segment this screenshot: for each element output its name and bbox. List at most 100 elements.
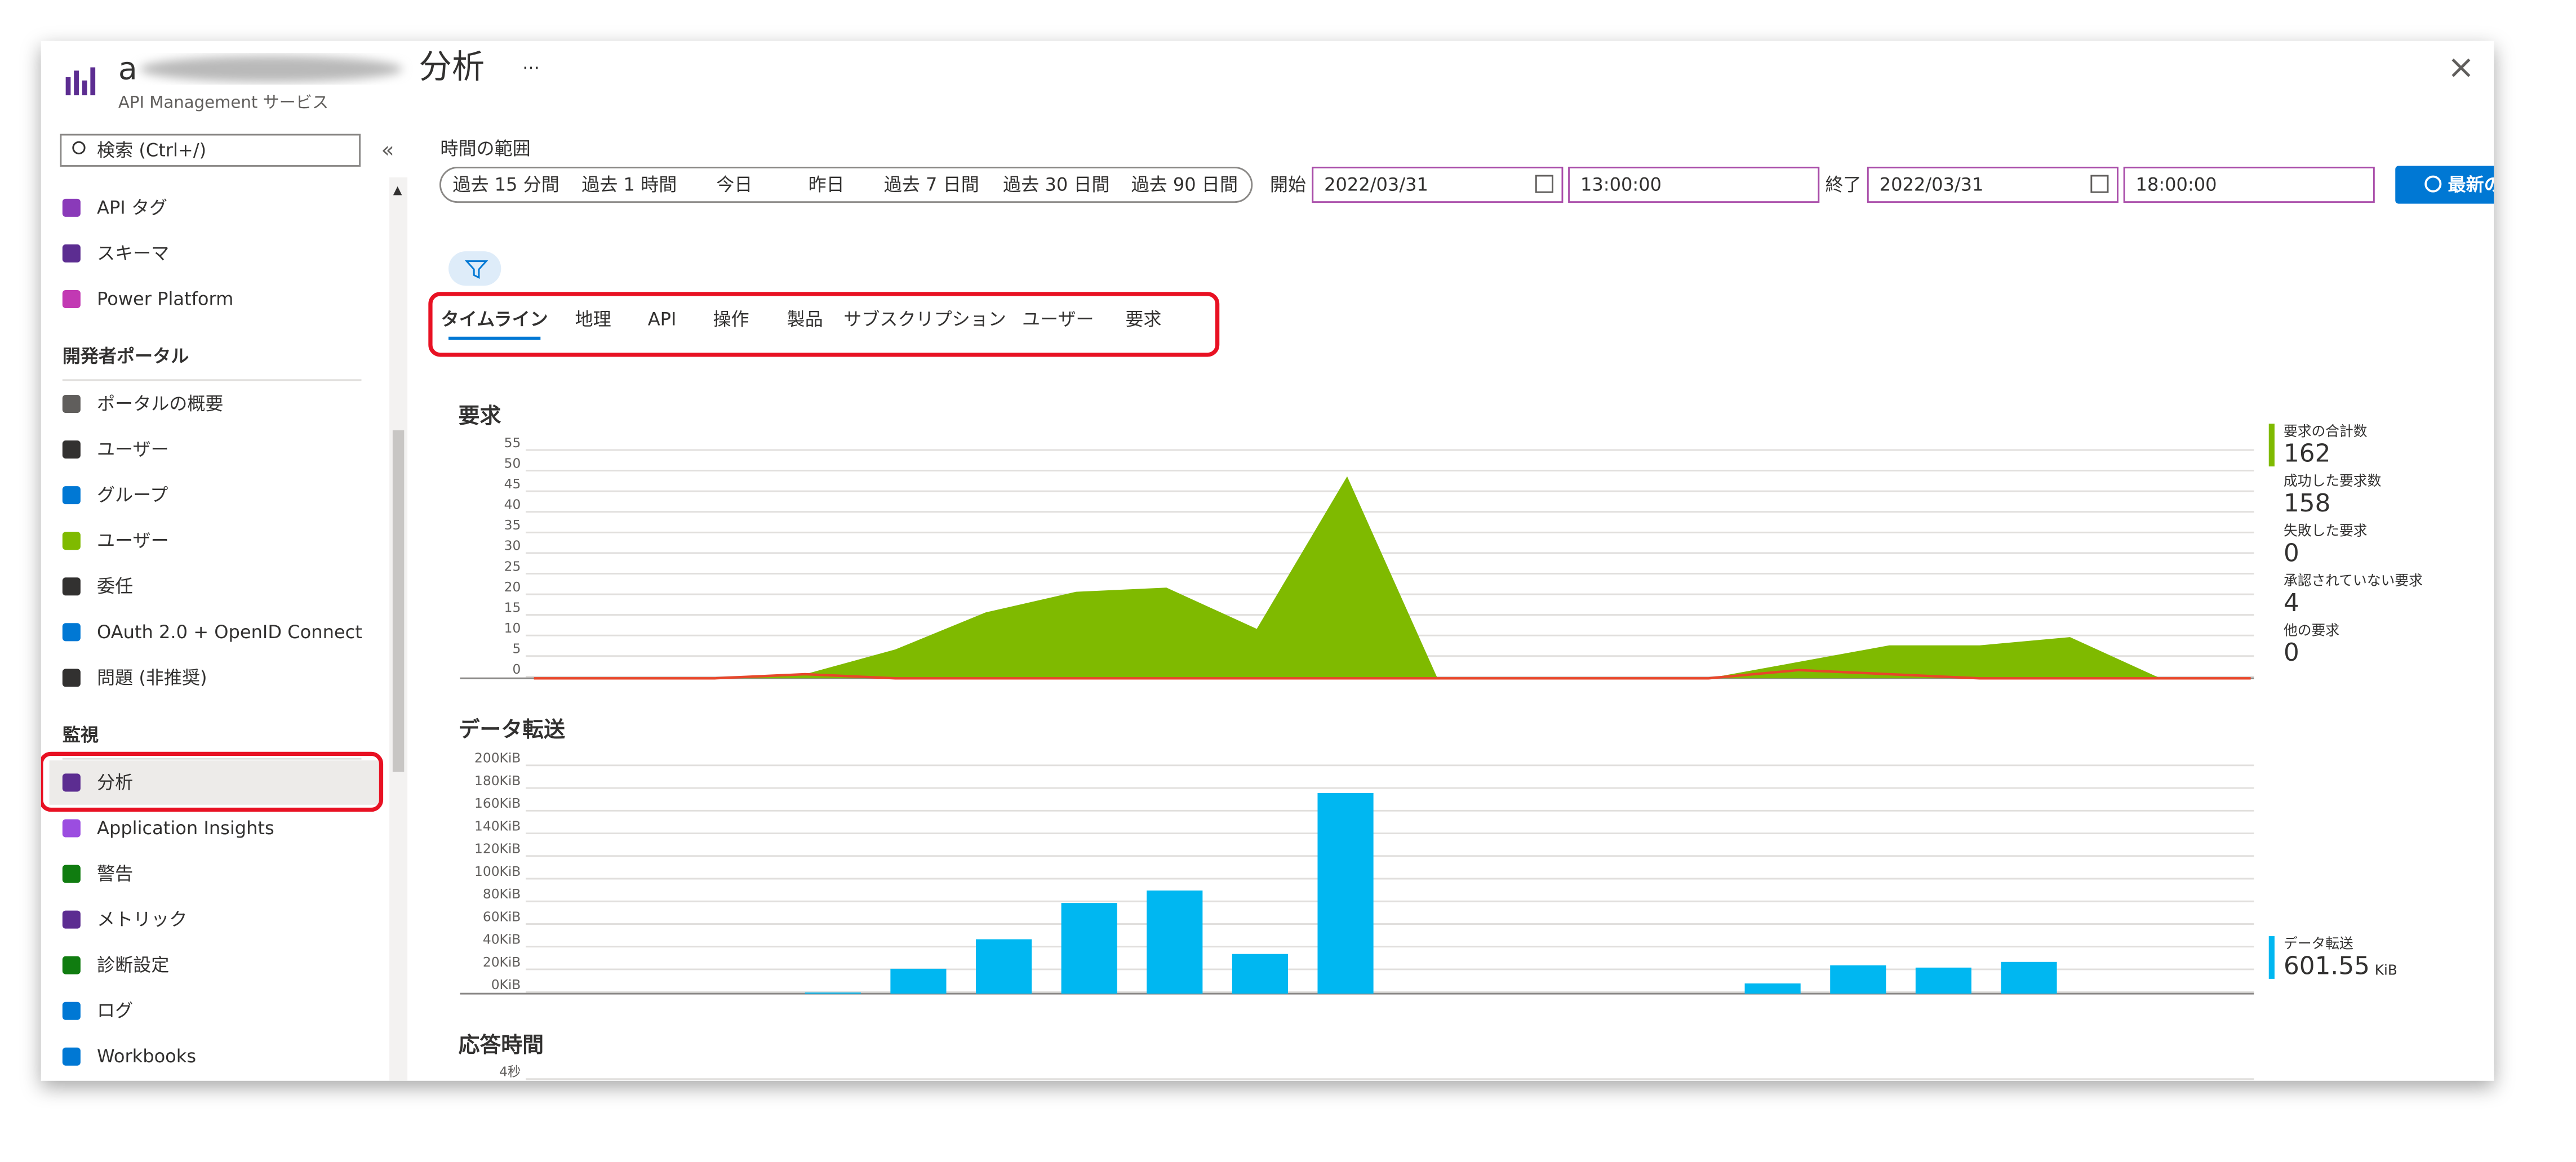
highlight-box: [428, 292, 1220, 357]
presets: 過去 15 分間 過去 1 時間 今日 昨日 過去 7 日間 過去 30 日間 過去 90 …: [452, 173, 1238, 195]
start-date-box[interactable]: [1312, 166, 1564, 203]
tabs: タイムライン 地理 API 操作 製品 サブスクリプション ユーザー 要求: [441, 309, 1161, 340]
calendar-icon: [1535, 175, 1553, 193]
scroll-thumb[interactable]: [392, 430, 405, 772]
preset-button[interactable]: 昨日: [809, 173, 845, 195]
tab[interactable]: API: [648, 309, 677, 330]
nav-item[interactable]: Application Insights: [97, 817, 274, 839]
stat-label: 他の要求: [2284, 622, 2339, 638]
y-tick-label: 100KiB: [474, 864, 521, 879]
end-date-box[interactable]: [1867, 166, 2118, 203]
stat-value: 158: [2284, 489, 2330, 518]
tab[interactable]: 操作: [713, 309, 749, 330]
end-label: 終了: [1825, 173, 1861, 195]
time-range-label: 時間の範囲: [440, 137, 530, 159]
bar: [1147, 891, 1203, 994]
item-icon: [62, 865, 81, 883]
y-tick-label: 5: [512, 642, 521, 657]
area: [534, 476, 2251, 679]
chart-title: 応答時間: [459, 1032, 544, 1057]
filter-icon: [464, 260, 488, 279]
nav-item[interactable]: Workbooks: [97, 1045, 196, 1067]
y-tick-label: 20KiB: [483, 955, 521, 970]
item-icon: [62, 198, 81, 217]
y-tick-label: 25: [504, 559, 521, 574]
y-tick-label: 55: [504, 435, 521, 451]
preset-button[interactable]: 過去 1 時間: [581, 173, 677, 195]
refresh-button[interactable]: [2395, 166, 2510, 204]
tab[interactable]: 製品: [787, 309, 823, 330]
nav-item[interactable]: OAuth 2.0 + OpenID Connect: [97, 621, 362, 643]
nav-item[interactable]: ログ: [97, 1000, 133, 1021]
y-tick-label: 160KiB: [474, 796, 521, 811]
nav-item[interactable]: API タグ: [97, 197, 167, 218]
tab[interactable]: 地理: [575, 309, 611, 330]
calendar-icon: [2090, 175, 2109, 193]
selected-bg: [49, 760, 380, 805]
end-time-box[interactable]: [2123, 166, 2375, 203]
add-filter-button[interactable]: [448, 251, 501, 286]
stat-value: 0: [2284, 538, 2299, 567]
collapse-button[interactable]: «: [381, 137, 394, 162]
nav-item[interactable]: メトリック: [97, 909, 187, 930]
item-icon: [62, 910, 81, 929]
preset-group: [439, 166, 1253, 203]
y-tick-label: 60KiB: [483, 909, 521, 924]
more-button[interactable]: ···: [522, 57, 540, 78]
start-time-box[interactable]: [1568, 166, 1820, 203]
item-icon: [62, 440, 81, 459]
stat-value: 0: [2284, 638, 2299, 667]
nav-item[interactable]: 診断設定: [97, 954, 169, 976]
y-tick-label: 120KiB: [474, 842, 521, 857]
stat-label: 失敗した要求: [2284, 523, 2368, 539]
preset-button[interactable]: 過去 7 日間: [884, 173, 979, 195]
preset-button[interactable]: 過去 90 日間: [1131, 173, 1238, 195]
y-tick-label: 15: [504, 600, 521, 615]
tab[interactable]: 要求: [1125, 309, 1161, 330]
nav-item[interactable]: 分析: [97, 772, 133, 793]
bar: [890, 968, 947, 994]
bar: [975, 939, 1032, 994]
preset-button[interactable]: 過去 15 分間: [452, 173, 559, 195]
section-heading: 監視: [63, 724, 99, 745]
item-icon: [62, 394, 81, 413]
nav-item[interactable]: 問題 (非推奨): [97, 667, 207, 688]
stat-value: 4: [2284, 589, 2299, 617]
item-icon: [62, 577, 81, 596]
close-button[interactable]: ×: [2447, 48, 2475, 86]
start-date: 2022/03/31: [1324, 173, 1428, 195]
stat-label: 承認されていない要求: [2284, 572, 2423, 589]
y-tick-label: 30: [504, 538, 521, 554]
nav-item[interactable]: グループ: [97, 484, 168, 506]
tab[interactable]: サブスクリプション: [843, 309, 1006, 330]
scroll-up[interactable]: ▲: [393, 183, 402, 197]
end-time: 18:00:00: [2136, 173, 2217, 195]
nav-item[interactable]: ポータルの概要: [97, 393, 223, 414]
nav-item[interactable]: ユーザー: [97, 530, 169, 551]
tab[interactable]: ユーザー: [1022, 309, 1094, 330]
y-tick-label: 80KiB: [483, 887, 521, 902]
start-label: 開始: [1270, 173, 1306, 195]
item-icon: [62, 669, 81, 687]
preset-button[interactable]: 今日: [716, 173, 752, 195]
window: [41, 41, 2494, 1081]
y-tick-label: 140KiB: [474, 818, 521, 834]
nav-item[interactable]: Power Platform: [97, 288, 233, 309]
nav-item[interactable]: 警告: [97, 863, 133, 884]
tab[interactable]: タイムライン: [441, 309, 548, 330]
stat-label: 要求の合計数: [2284, 423, 2368, 439]
nav-item[interactable]: 委任: [97, 576, 133, 597]
bar: [1061, 903, 1117, 994]
nav-item[interactable]: スキーマ: [97, 242, 169, 264]
search-box[interactable]: [60, 133, 361, 167]
section-heading: 開発者ポータル: [63, 345, 189, 367]
item-icon: [62, 773, 81, 792]
bar: [1232, 954, 1288, 994]
y-tick-label: 35: [504, 518, 521, 533]
preset-button[interactable]: 過去 30 日間: [1003, 173, 1109, 195]
stat-value: 162: [2284, 439, 2330, 468]
content: a 分析 ··· API Management サービス × 検索 (Ctrl+…: [41, 48, 2510, 1081]
nav-item[interactable]: ユーザー: [97, 439, 169, 460]
chart-title: データ転送: [459, 717, 566, 742]
